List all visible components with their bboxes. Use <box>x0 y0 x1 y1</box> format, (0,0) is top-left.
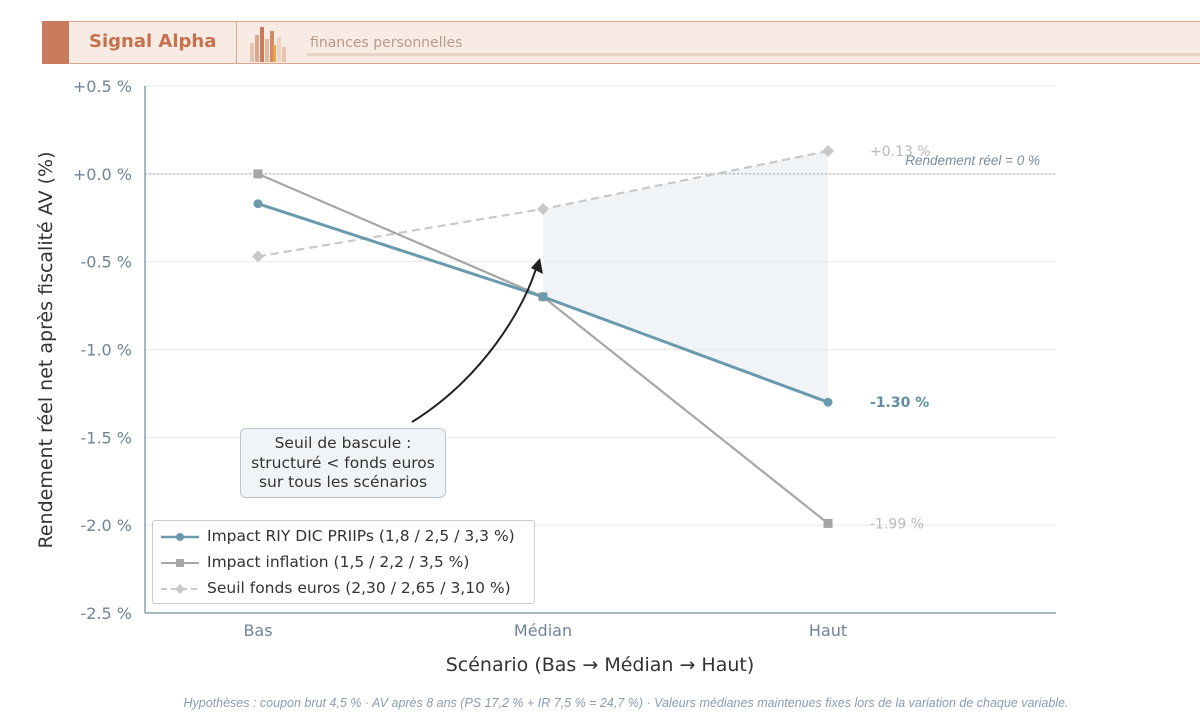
brand-underline <box>307 53 1200 56</box>
legend-item-riy: Impact RIY DIC PRIIPs (1,8 / 2,5 / 3,3 %… <box>153 525 536 549</box>
legend-item-inflation: Impact inflation (1,5 / 2,2 / 3,5 %) <box>153 551 536 575</box>
y-tick-label: -1.0 % <box>80 341 132 360</box>
legend-label-fonds-euros: Seuil fonds euros (2,30 / 2,65 / 3,10 %) <box>207 579 511 597</box>
data-point-diamond <box>537 202 549 215</box>
chart-legend: Impact RIY DIC PRIIPs (1,8 / 2,5 / 3,3 %… <box>152 520 535 604</box>
end-value-label: -1.30 % <box>870 395 929 411</box>
brand-tagline: finances personnelles <box>310 35 463 51</box>
y-axis-title: Rendement réel net après fiscalité AV (%… <box>35 152 57 549</box>
shaded-region <box>543 150 828 403</box>
data-point-diamond <box>252 250 264 263</box>
data-point-circle <box>538 292 548 302</box>
callout-box: Seuil de bascule : structuré < fonds eur… <box>240 428 446 498</box>
brand-bar <box>42 21 1200 64</box>
callout-arrow-head <box>531 258 543 274</box>
brand-name: Signal Alpha <box>89 31 217 52</box>
tick-and-end-labels: +0.5 % +0.0 % -0.5 % -1.0 % -1.5 % -2.0 % -2.5… <box>35 77 1040 676</box>
x-tick-label: Médian <box>514 621 572 640</box>
series-lines <box>252 144 834 528</box>
brand-separator <box>236 21 237 64</box>
legend-item-fonds-euros: Seuil fonds euros (2,30 / 2,65 / 3,10 %) <box>153 577 536 601</box>
x-axis-title: Scénario (Bas → Médian → Haut) <box>446 654 755 676</box>
legend-swatch-diamond-icon <box>161 584 199 594</box>
y-tick-label: +0.0 % <box>73 165 132 184</box>
data-point-circle <box>823 397 833 407</box>
y-tick-label: -2.0 % <box>80 516 132 535</box>
reference-line-label: Rendement réel = 0 % <box>905 153 1040 168</box>
data-point-diamond <box>822 144 834 157</box>
data-point-square <box>253 169 263 179</box>
axes <box>144 86 1056 614</box>
shaded-area <box>543 150 828 403</box>
brand-accent-block <box>42 21 69 64</box>
data-point-square <box>823 518 833 528</box>
callout-line-1: Seuil de bascule : <box>274 434 412 452</box>
y-tick-label: -0.5 % <box>80 253 132 272</box>
legend-swatch-circle-icon <box>161 533 199 541</box>
data-point-circle <box>253 199 263 209</box>
x-tick-label: Bas <box>243 621 272 640</box>
x-tick-label: Haut <box>809 621 847 640</box>
legend-label-inflation: Impact inflation (1,5 / 2,2 / 3,5 %) <box>207 553 470 571</box>
footer-note: Hypothèses : coupon brut 4,5 % · AV aprè… <box>183 696 1069 710</box>
y-tick-label: -2.5 % <box>80 604 132 623</box>
callout-line-2: structuré < fonds euros <box>251 453 435 472</box>
end-value-label: +0.13 % <box>870 144 931 160</box>
legend-swatch-square-icon <box>161 559 199 567</box>
y-tick-label: +0.5 % <box>73 77 132 96</box>
bar-chart-logo-icon <box>250 27 286 62</box>
callout-line-3: sur tous les scénarios <box>258 473 428 491</box>
end-value-label: -1.99 % <box>870 516 924 532</box>
callout-arrow <box>411 258 543 423</box>
legend-label-riy: Impact RIY DIC PRIIPs (1,8 / 2,5 / 3,3 %… <box>207 527 515 545</box>
callout-arrow-line <box>411 261 539 423</box>
y-tick-label: -1.5 % <box>80 428 132 447</box>
